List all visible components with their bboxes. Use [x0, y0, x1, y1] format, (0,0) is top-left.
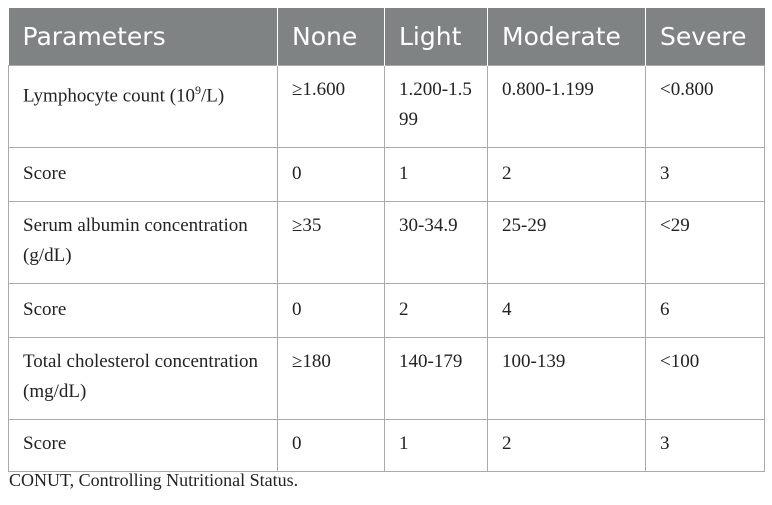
param-text-suffix: /L) — [201, 84, 225, 106]
none-cell: ≥1.600 — [277, 64, 385, 148]
table-row: Total cholesterol concentration (mg/dL) … — [8, 336, 765, 420]
header-none: None — [277, 8, 385, 65]
param-superscript: 9 — [195, 82, 202, 97]
light-cell: 1 — [384, 146, 488, 202]
param-cell: Total cholesterol concentration (mg/dL) — [8, 336, 278, 420]
table-row: Lymphocyte count (109/L) ≥1.600 1.200-1.… — [8, 64, 765, 148]
moderate-cell: 0.800-1.199 — [487, 64, 646, 148]
none-cell: 0 — [277, 418, 385, 472]
param-cell: Score — [8, 418, 278, 472]
header-parameters: Parameters — [8, 8, 278, 65]
param-cell: Serum albumin concentration (g/dL) — [8, 200, 278, 284]
moderate-cell: 2 — [487, 418, 646, 472]
table-row: Score 0 1 2 3 — [8, 146, 765, 202]
header-severe: Severe — [645, 8, 765, 65]
none-cell: 0 — [277, 146, 385, 202]
severe-cell: 3 — [645, 418, 765, 472]
header-moderate: Moderate — [487, 8, 646, 65]
param-cell: Lymphocyte count (109/L) — [8, 64, 278, 148]
header-light: Light — [384, 8, 488, 65]
none-cell: 0 — [277, 282, 385, 338]
light-cell: 140-179 — [384, 336, 488, 420]
conut-table: Parameters None Light Moderate Severe Ly… — [8, 8, 765, 472]
severe-cell: <100 — [645, 336, 765, 420]
light-cell: 1 — [384, 418, 488, 472]
severe-cell: 6 — [645, 282, 765, 338]
param-cell: Score — [8, 282, 278, 338]
severe-cell: 3 — [645, 146, 765, 202]
moderate-cell: 100-139 — [487, 336, 646, 420]
severe-cell: <0.800 — [645, 64, 765, 148]
severe-cell: <29 — [645, 200, 765, 284]
table-footnote: CONUT, Controlling Nutritional Status. — [9, 470, 299, 490]
light-cell: 2 — [384, 282, 488, 338]
moderate-cell: 4 — [487, 282, 646, 338]
none-cell: ≥35 — [277, 200, 385, 284]
table-header-row: Parameters None Light Moderate Severe — [8, 8, 765, 65]
table-row: Score 0 1 2 3 — [8, 418, 765, 472]
param-cell: Score — [8, 146, 278, 202]
none-cell: ≥180 — [277, 336, 385, 420]
light-cell: 30-34.9 — [384, 200, 488, 284]
table-row: Score 0 2 4 6 — [8, 282, 765, 338]
table-row: Serum albumin concentration (g/dL) ≥35 3… — [8, 200, 765, 284]
moderate-cell: 2 — [487, 146, 646, 202]
param-text: Lymphocyte count (10 — [23, 84, 196, 106]
light-cell: 1.200-1.599 — [384, 64, 488, 148]
moderate-cell: 25-29 — [487, 200, 646, 284]
